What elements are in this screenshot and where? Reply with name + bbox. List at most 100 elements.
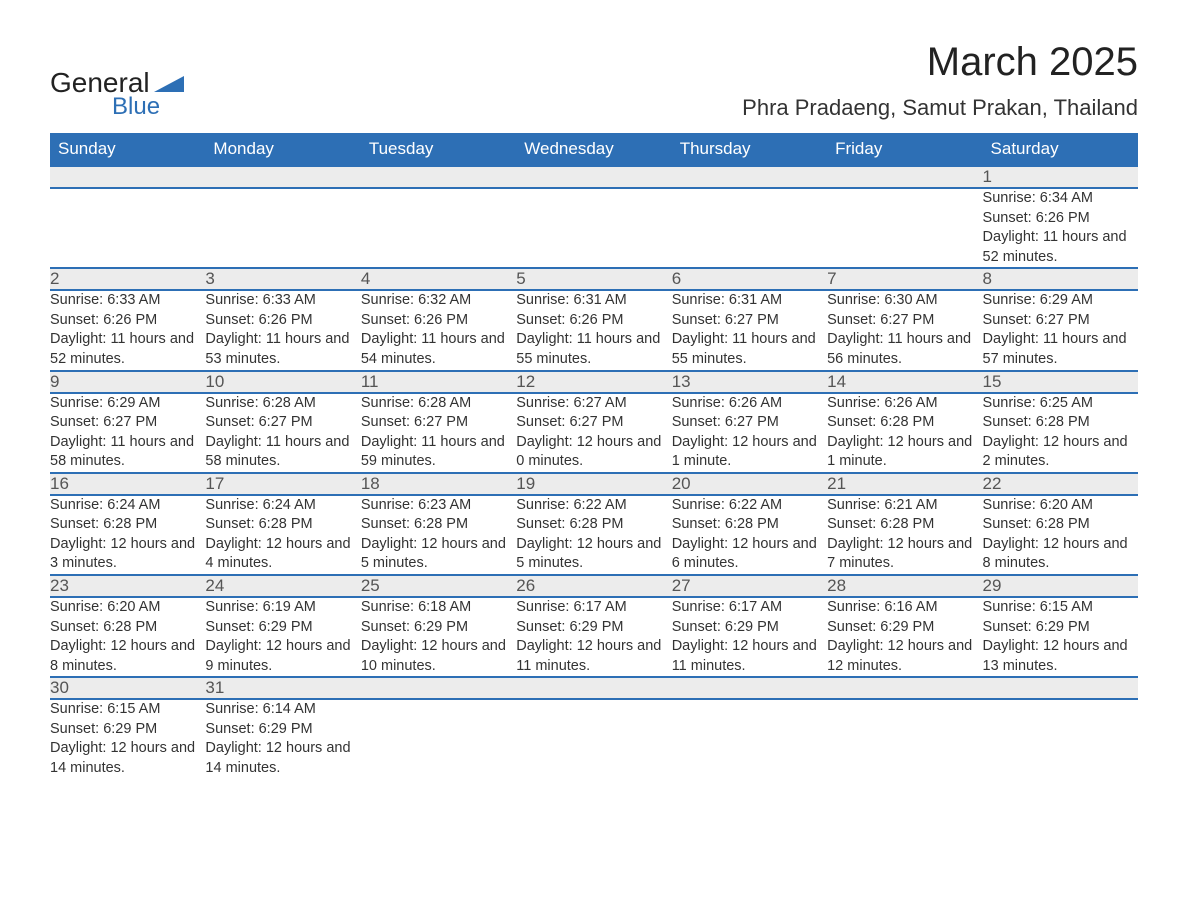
daylight-line: Daylight: 12 hours and 9 minutes. (205, 637, 360, 676)
day-number-cell (516, 677, 671, 699)
day-number-cell: 7 (827, 268, 982, 290)
day-detail-cell: Sunrise: 6:23 AMSunset: 6:28 PMDaylight:… (361, 495, 516, 575)
daynum-row: 16171819202122 (50, 473, 1138, 495)
daylight-line: Daylight: 12 hours and 13 minutes. (983, 637, 1138, 676)
sunrise-line: Sunrise: 6:16 AM (827, 598, 982, 618)
day-detail-cell: Sunrise: 6:17 AMSunset: 6:29 PMDaylight:… (516, 597, 671, 677)
daylight-line: Daylight: 12 hours and 11 minutes. (516, 637, 671, 676)
sunset-line: Sunset: 6:27 PM (672, 311, 827, 331)
day-detail-cell: Sunrise: 6:34 AMSunset: 6:26 PMDaylight:… (983, 188, 1138, 268)
day-number-cell: 31 (205, 677, 360, 699)
sunrise-line: Sunrise: 6:14 AM (205, 700, 360, 720)
daylight-line: Daylight: 12 hours and 8 minutes. (50, 637, 205, 676)
detail-row: Sunrise: 6:24 AMSunset: 6:28 PMDaylight:… (50, 495, 1138, 575)
sunset-line: Sunset: 6:29 PM (516, 618, 671, 638)
day-number-cell: 1 (983, 166, 1138, 188)
weekday-header: Wednesday (516, 133, 671, 166)
day-detail-cell (516, 699, 671, 778)
day-number-cell: 26 (516, 575, 671, 597)
day-detail-cell: Sunrise: 6:26 AMSunset: 6:27 PMDaylight:… (672, 393, 827, 473)
sunrise-line: Sunrise: 6:18 AM (361, 598, 516, 618)
sunset-line: Sunset: 6:26 PM (516, 311, 671, 331)
day-detail-cell: Sunrise: 6:15 AMSunset: 6:29 PMDaylight:… (50, 699, 205, 778)
daylight-line: Daylight: 12 hours and 5 minutes. (361, 535, 516, 574)
day-number-cell: 25 (361, 575, 516, 597)
day-detail-cell: Sunrise: 6:22 AMSunset: 6:28 PMDaylight:… (516, 495, 671, 575)
sunset-line: Sunset: 6:29 PM (205, 720, 360, 740)
sunset-line: Sunset: 6:29 PM (672, 618, 827, 638)
day-number-cell (827, 677, 982, 699)
day-number-cell: 9 (50, 371, 205, 393)
daylight-line: Daylight: 12 hours and 14 minutes. (205, 739, 360, 778)
sunrise-line: Sunrise: 6:32 AM (361, 291, 516, 311)
sunset-line: Sunset: 6:26 PM (983, 209, 1138, 229)
sunrise-line: Sunrise: 6:20 AM (50, 598, 205, 618)
sunrise-line: Sunrise: 6:23 AM (361, 496, 516, 516)
sunset-line: Sunset: 6:28 PM (983, 515, 1138, 535)
day-detail-cell (827, 188, 982, 268)
sunrise-line: Sunrise: 6:24 AM (50, 496, 205, 516)
day-number-cell (827, 166, 982, 188)
day-detail-cell: Sunrise: 6:30 AMSunset: 6:27 PMDaylight:… (827, 290, 982, 370)
day-number-cell: 11 (361, 371, 516, 393)
day-detail-cell: Sunrise: 6:18 AMSunset: 6:29 PMDaylight:… (361, 597, 516, 677)
sunrise-line: Sunrise: 6:21 AM (827, 496, 982, 516)
day-detail-cell: Sunrise: 6:29 AMSunset: 6:27 PMDaylight:… (983, 290, 1138, 370)
sunrise-line: Sunrise: 6:26 AM (827, 394, 982, 414)
day-detail-cell: Sunrise: 6:24 AMSunset: 6:28 PMDaylight:… (205, 495, 360, 575)
day-detail-cell: Sunrise: 6:24 AMSunset: 6:28 PMDaylight:… (50, 495, 205, 575)
detail-row: Sunrise: 6:20 AMSunset: 6:28 PMDaylight:… (50, 597, 1138, 677)
sunrise-line: Sunrise: 6:20 AM (983, 496, 1138, 516)
daylight-line: Daylight: 12 hours and 0 minutes. (516, 433, 671, 472)
day-number-cell: 17 (205, 473, 360, 495)
day-number-cell (672, 166, 827, 188)
sunrise-line: Sunrise: 6:19 AM (205, 598, 360, 618)
sunset-line: Sunset: 6:29 PM (205, 618, 360, 638)
day-detail-cell: Sunrise: 6:25 AMSunset: 6:28 PMDaylight:… (983, 393, 1138, 473)
sunrise-line: Sunrise: 6:17 AM (672, 598, 827, 618)
day-number-cell: 8 (983, 268, 1138, 290)
daynum-row: 2345678 (50, 268, 1138, 290)
sunset-line: Sunset: 6:28 PM (672, 515, 827, 535)
brand-logo: General Blue (50, 67, 184, 121)
weekday-header-row: Sunday Monday Tuesday Wednesday Thursday… (50, 133, 1138, 166)
daylight-line: Daylight: 11 hours and 52 minutes. (983, 228, 1138, 267)
location-text: Phra Pradaeng, Samut Prakan, Thailand (742, 95, 1138, 121)
day-number-cell: 2 (50, 268, 205, 290)
day-number-cell (361, 677, 516, 699)
sunset-line: Sunset: 6:27 PM (205, 413, 360, 433)
weekday-header: Friday (827, 133, 982, 166)
daylight-line: Daylight: 11 hours and 55 minutes. (516, 330, 671, 369)
daylight-line: Daylight: 12 hours and 14 minutes. (50, 739, 205, 778)
sunset-line: Sunset: 6:28 PM (205, 515, 360, 535)
page-header: General Blue March 2025 Phra Pradaeng, S… (50, 40, 1138, 121)
sunset-line: Sunset: 6:29 PM (827, 618, 982, 638)
day-detail-cell: Sunrise: 6:31 AMSunset: 6:26 PMDaylight:… (516, 290, 671, 370)
sunrise-line: Sunrise: 6:24 AM (205, 496, 360, 516)
daynum-row: 9101112131415 (50, 371, 1138, 393)
day-number-cell: 3 (205, 268, 360, 290)
brand-text-blue: Blue (112, 93, 160, 121)
day-number-cell: 10 (205, 371, 360, 393)
day-detail-cell: Sunrise: 6:14 AMSunset: 6:29 PMDaylight:… (205, 699, 360, 778)
day-detail-cell: Sunrise: 6:33 AMSunset: 6:26 PMDaylight:… (50, 290, 205, 370)
day-detail-cell: Sunrise: 6:27 AMSunset: 6:27 PMDaylight:… (516, 393, 671, 473)
day-detail-cell: Sunrise: 6:21 AMSunset: 6:28 PMDaylight:… (827, 495, 982, 575)
day-number-cell: 15 (983, 371, 1138, 393)
daylight-line: Daylight: 12 hours and 5 minutes. (516, 535, 671, 574)
day-number-cell: 22 (983, 473, 1138, 495)
sunrise-line: Sunrise: 6:26 AM (672, 394, 827, 414)
day-detail-cell (50, 188, 205, 268)
day-detail-cell (205, 188, 360, 268)
daylight-line: Daylight: 11 hours and 59 minutes. (361, 433, 516, 472)
daylight-line: Daylight: 11 hours and 53 minutes. (205, 330, 360, 369)
day-number-cell: 6 (672, 268, 827, 290)
sunset-line: Sunset: 6:29 PM (983, 618, 1138, 638)
day-detail-cell: Sunrise: 6:22 AMSunset: 6:28 PMDaylight:… (672, 495, 827, 575)
day-detail-cell: Sunrise: 6:17 AMSunset: 6:29 PMDaylight:… (672, 597, 827, 677)
day-detail-cell (361, 699, 516, 778)
day-detail-cell: Sunrise: 6:29 AMSunset: 6:27 PMDaylight:… (50, 393, 205, 473)
daylight-line: Daylight: 11 hours and 54 minutes. (361, 330, 516, 369)
sunset-line: Sunset: 6:27 PM (361, 413, 516, 433)
detail-row: Sunrise: 6:15 AMSunset: 6:29 PMDaylight:… (50, 699, 1138, 778)
